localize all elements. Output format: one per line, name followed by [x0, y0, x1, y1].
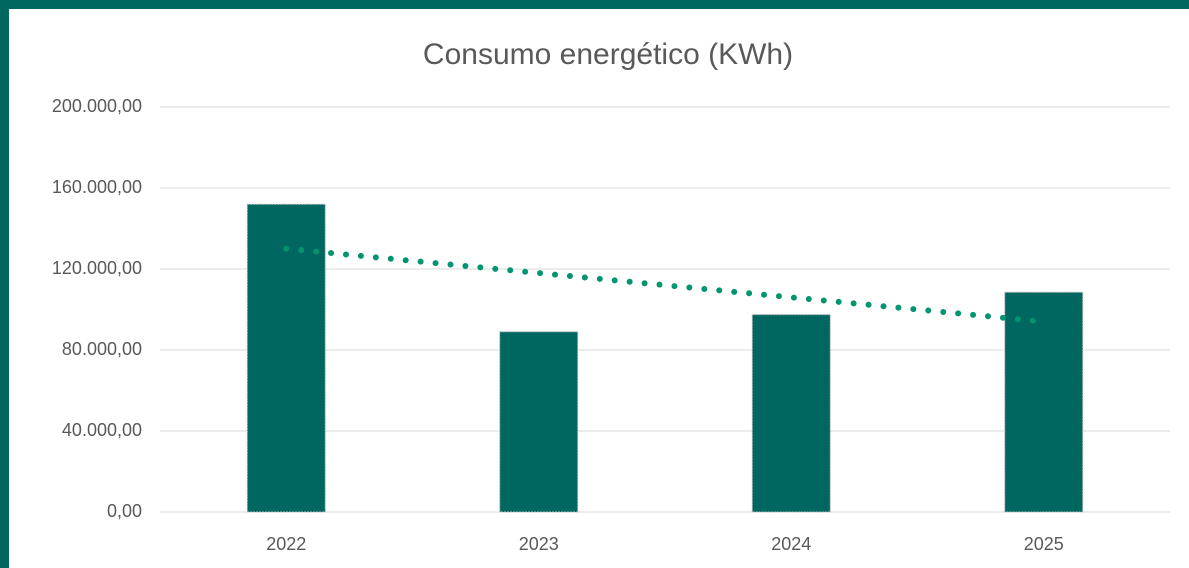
y-tick-label: 120.000,00	[52, 258, 142, 278]
trendline	[283, 245, 1047, 325]
bar	[1004, 291, 1084, 513]
bar	[751, 314, 831, 513]
y-tick-label: 160.000,00	[52, 177, 142, 197]
y-tick-label: 200.000,00	[52, 96, 142, 116]
x-tick-label: 2025	[1024, 534, 1064, 554]
y-tick-label: 80.000,00	[62, 339, 142, 359]
bar	[499, 331, 579, 513]
x-tick-label: 2022	[266, 534, 306, 554]
chart-title: Consumo energético (KWh)	[423, 38, 793, 71]
y-tick-label: 40.000,00	[62, 420, 142, 440]
y-tick-label: 0,00	[107, 501, 142, 521]
x-tick-label: 2024	[771, 534, 811, 554]
x-tick-label: 2023	[519, 534, 559, 554]
bar	[246, 203, 326, 513]
